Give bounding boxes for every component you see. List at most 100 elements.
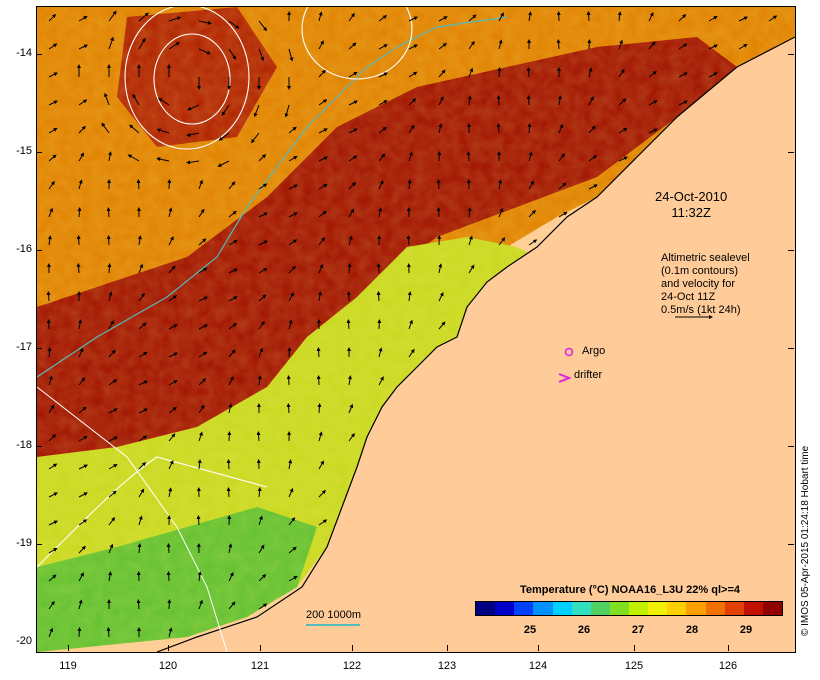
velocity-arrow	[318, 237, 326, 246]
velocity-arrow	[318, 11, 323, 22]
x-tick-label: 119	[59, 660, 77, 672]
velocity-arrow	[156, 157, 170, 162]
velocity-arrow	[408, 124, 415, 134]
velocity-arrow	[648, 100, 658, 106]
velocity-arrow	[108, 490, 117, 498]
isobath-200m	[37, 16, 508, 378]
velocity-arrow	[318, 183, 328, 190]
x-tick-label: 124	[528, 660, 548, 672]
velocity-arrow	[47, 235, 52, 246]
velocity-arrow	[198, 267, 208, 274]
y-tick-label: -20	[16, 635, 32, 647]
velocity-arrow	[408, 71, 418, 78]
y-tick-label: -19	[16, 537, 32, 549]
velocity-arrow	[558, 123, 564, 134]
velocity-arrow	[78, 179, 83, 190]
y-tick-label: -16	[16, 243, 32, 255]
velocity-arrow	[378, 207, 383, 218]
velocity-arrow	[287, 347, 292, 358]
velocity-arrow	[348, 155, 358, 162]
velocity-arrow	[288, 155, 298, 162]
velocity-arrow	[286, 403, 291, 414]
altimetry-description: Altimetric sealevel (0.1m contours) and …	[661, 252, 750, 317]
velocity-arrow	[318, 40, 324, 50]
velocity-arrow	[78, 599, 83, 610]
colorbar-segment	[609, 602, 629, 615]
velocity-arrow	[108, 349, 116, 358]
velocity-arrow	[46, 291, 51, 302]
velocity-arrow	[346, 319, 351, 330]
velocity-arrow	[258, 20, 268, 32]
velocity-arrow	[378, 72, 388, 78]
velocity-arrow	[258, 267, 268, 274]
velocity-arrow	[678, 14, 687, 22]
velocity-arrow	[378, 126, 387, 134]
velocity-arrow	[288, 184, 298, 190]
colorbar-segment	[705, 602, 725, 615]
velocity-arrow	[48, 375, 53, 386]
colorbar-segment	[667, 602, 687, 615]
velocity-arrow	[77, 627, 82, 638]
velocity-arrow	[198, 378, 207, 386]
velocity-arrow	[558, 182, 567, 190]
isobath-1000m	[37, 386, 228, 652]
velocity-arrow	[526, 67, 531, 78]
velocity-arrow	[168, 42, 180, 50]
velocity-arrow	[48, 127, 58, 134]
velocity-arrow	[198, 20, 212, 25]
velocity-arrow	[108, 10, 117, 22]
velocity-arrow	[588, 155, 598, 162]
velocity-arrow	[496, 123, 501, 134]
velocity-arrow	[101, 122, 110, 134]
timestamp-date: 24-Oct-2010	[655, 189, 728, 204]
velocity-arrow	[138, 292, 145, 302]
velocity-arrow	[378, 376, 384, 386]
velocity-arrow	[318, 489, 327, 498]
velocity-arrow	[228, 20, 240, 29]
velocity-arrow	[228, 181, 236, 190]
velocity-arrow	[708, 16, 718, 22]
sst-map	[37, 7, 795, 652]
velocity-arrow	[558, 211, 568, 218]
velocity-arrow	[198, 431, 203, 442]
velocity-arrow	[48, 600, 55, 610]
velocity-arrow	[617, 11, 622, 22]
velocity-arrow	[588, 67, 593, 78]
velocity-arrow	[168, 295, 178, 302]
velocity-arrow	[168, 265, 176, 274]
y-tick-label: -17	[16, 341, 32, 353]
velocity-arrow	[618, 98, 627, 106]
map-frame[interactable]	[36, 6, 796, 653]
velocity-arrow	[317, 403, 322, 414]
x-tick-label: 123	[437, 660, 457, 672]
altimetry-line: (0.1m contours)	[661, 265, 739, 277]
velocity-arrow	[186, 132, 200, 137]
velocity-arrow	[228, 403, 233, 414]
velocity-arrow	[258, 294, 267, 302]
velocity-arrow	[48, 154, 57, 162]
velocity-arrow	[138, 408, 148, 414]
velocity-arrow	[527, 123, 532, 134]
velocity-arrow	[318, 99, 328, 106]
velocity-arrow	[466, 151, 471, 162]
velocity-arrow	[138, 488, 145, 498]
velocity-arrow	[217, 160, 230, 167]
velocity-arrow	[348, 235, 353, 246]
velocity-arrow	[586, 11, 591, 22]
velocity-arrow	[406, 235, 411, 246]
velocity-arrow	[438, 292, 444, 302]
velocity-arrow	[138, 515, 143, 526]
velocity-arrow	[198, 324, 208, 330]
y-tick-label: -14	[16, 47, 32, 59]
velocity-arrow	[108, 379, 118, 386]
velocity-arrow	[438, 123, 443, 134]
velocity-arrow	[318, 460, 325, 470]
velocity-arrow	[47, 347, 52, 358]
velocity-arrow	[258, 574, 267, 582]
velocity-arrow	[168, 433, 176, 442]
velocity-arrow	[438, 321, 446, 330]
velocity-arrow	[258, 320, 265, 330]
velocity-arrow	[168, 352, 178, 358]
velocity-arrow	[438, 16, 448, 22]
velocity-arrow	[228, 240, 238, 246]
